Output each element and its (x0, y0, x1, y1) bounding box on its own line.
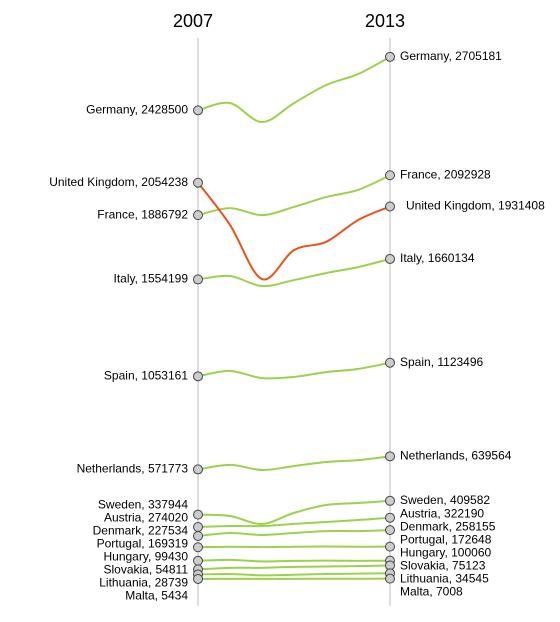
end-dot (385, 495, 395, 506)
start-label: Slovakia, 54811 (103, 563, 188, 577)
start-label: Italy, 1554199 (113, 272, 188, 286)
end-dot (385, 451, 395, 462)
series-line (197, 257, 391, 288)
end-dot (385, 51, 395, 62)
end-dot (385, 525, 395, 536)
series-line (197, 572, 391, 577)
end-dot (193, 464, 203, 475)
end-label: Slovakia, 75123 (400, 558, 486, 572)
end-dot (385, 541, 395, 552)
end-dot (193, 371, 203, 382)
start-label: France, 1886792 (97, 207, 188, 221)
series-line (197, 174, 391, 217)
end-label: United Kingdom, 1931408 (406, 199, 545, 213)
series-line (197, 545, 391, 549)
end-dot (385, 512, 395, 523)
year-label: 2007 (173, 11, 213, 31)
end-dot (193, 274, 203, 285)
series-line (197, 558, 391, 563)
end-dot (193, 530, 203, 541)
start-label: Spain, 1053161 (104, 369, 188, 383)
end-label: Germany, 2705181 (400, 49, 502, 63)
start-label: Lithuania, 28739 (99, 576, 188, 590)
end-label: Lithuania, 34545 (400, 571, 489, 585)
end-dot (193, 105, 203, 116)
end-dot (193, 210, 203, 221)
end-label: Italy, 1660134 (400, 251, 475, 265)
end-dot (385, 357, 395, 368)
end-label: France, 2092928 (400, 167, 491, 181)
end-label: Austria, 322190 (400, 506, 484, 520)
end-dot (385, 253, 395, 264)
end-dot (385, 201, 395, 212)
start-label: Malta, 5434 (125, 589, 188, 603)
series-line (197, 529, 391, 537)
end-label: Sweden, 409582 (400, 493, 490, 507)
start-label: Portugal, 169319 (97, 537, 189, 551)
end-dot (193, 509, 203, 520)
end-dot (193, 522, 203, 533)
end-dot (193, 555, 203, 566)
series-line (197, 182, 391, 281)
series-line (197, 516, 391, 529)
end-label: Spain, 1123496 (400, 355, 484, 369)
start-label: Hungary, 99430 (103, 550, 188, 564)
start-label: Sweden, 337944 (98, 498, 188, 512)
series-line (197, 361, 391, 380)
start-label: Austria, 274020 (104, 511, 188, 525)
end-dot (193, 542, 203, 553)
end-dot (385, 170, 395, 181)
start-label: Denmark, 227534 (93, 524, 189, 538)
series-line (197, 564, 391, 571)
end-label: Denmark, 258155 (400, 519, 496, 533)
series-line (197, 499, 391, 525)
start-label: Netherlands, 571773 (77, 462, 189, 476)
series-line (197, 55, 391, 124)
end-dot (193, 177, 203, 188)
end-label: Hungary, 100060 (400, 545, 492, 559)
end-dot (193, 573, 203, 584)
series-line (197, 455, 391, 471)
start-label: Germany, 2428500 (86, 103, 188, 117)
end-label: Portugal, 172648 (400, 532, 492, 546)
end-label: Netherlands, 639564 (400, 448, 512, 462)
end-label: Malta, 7008 (400, 584, 463, 598)
end-dot (385, 573, 395, 584)
start-label: United Kingdom, 2054238 (49, 175, 188, 189)
year-label: 2013 (365, 11, 405, 31)
